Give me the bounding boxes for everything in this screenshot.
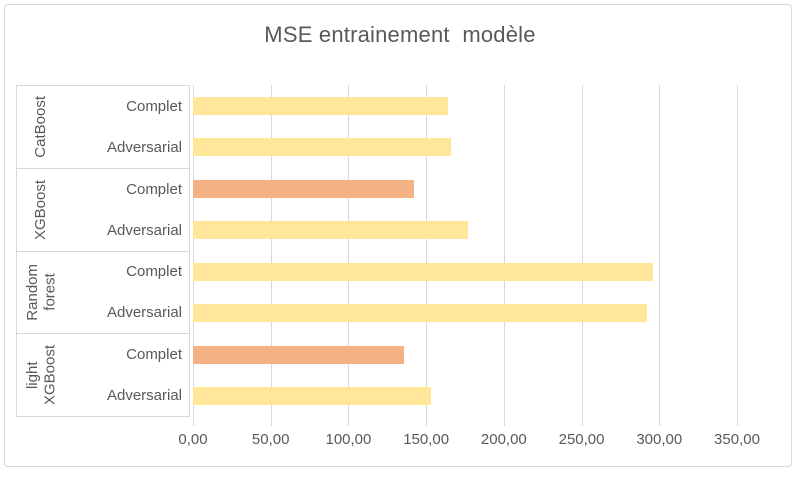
gridline	[581, 85, 583, 417]
bar	[193, 221, 469, 240]
category-label: Adversarial	[106, 387, 182, 405]
bar	[193, 179, 414, 198]
gridline	[737, 85, 738, 417]
gridline	[503, 85, 505, 417]
axis-tick	[348, 417, 350, 426]
axis-tick	[659, 417, 661, 426]
gridline	[348, 85, 350, 417]
axis-tick	[503, 417, 505, 426]
axis-tick-label: 250,00	[558, 431, 605, 448]
category-label: Complet	[126, 263, 182, 281]
bar	[193, 262, 654, 281]
bar	[193, 345, 405, 364]
category-sublabels: Complet Adversarial	[65, 334, 189, 416]
category-label: Complet	[126, 346, 182, 364]
category-group-label: Random forest	[23, 264, 58, 321]
axis-tick-label: 200,00	[480, 431, 527, 448]
chart-title: MSE entrainement modèle	[264, 22, 536, 47]
axis-tick-label: 50,00	[251, 431, 290, 448]
gridline	[270, 85, 272, 417]
axis-tick	[737, 417, 738, 426]
gridline	[659, 85, 661, 417]
bar	[193, 304, 647, 323]
category-axis: CatBoost Complet Adversarial XGBoost Complet…	[16, 85, 190, 417]
category-group-label: light XGBoost	[23, 345, 58, 406]
category-group-name-cell: CatBoost	[17, 86, 65, 168]
axis-tick-label: 150,00	[403, 431, 450, 448]
bar	[193, 138, 451, 157]
category-sublabels: Complet Adversarial	[65, 86, 189, 168]
bar	[193, 387, 431, 406]
category-group: XGBoost Complet Adversarial	[16, 167, 190, 252]
category-label: Complet	[126, 97, 182, 115]
category-group: CatBoost Complet Adversarial	[16, 85, 190, 169]
x-axis-tick-row	[193, 417, 738, 426]
axis-tick-label: 0,00	[178, 431, 208, 448]
category-label: Adversarial	[106, 221, 182, 239]
gridline	[193, 85, 194, 417]
axis-tick	[426, 417, 428, 426]
category-group: light XGBoost Complet Adversarial	[16, 333, 190, 417]
axis-tick	[270, 417, 272, 426]
x-axis-label-row: 0,00 50,00 100,00 150,00 200,00 250,00 300,00 3…	[178, 431, 760, 451]
category-group-name-cell: Random forest	[17, 252, 65, 334]
axis-tick-label: 300,00	[636, 431, 683, 448]
category-group: Random forest Complet Adversarial	[16, 250, 190, 335]
category-sublabels: Complet Adversarial	[65, 252, 189, 334]
gridline	[426, 85, 428, 417]
axis-tick-label: 350,00	[714, 431, 760, 448]
category-group-name-cell: XGBoost	[17, 169, 65, 251]
bar	[193, 96, 448, 115]
axis-tick	[581, 417, 583, 426]
category-sublabels: Complet Adversarial	[65, 169, 189, 251]
category-group-name-cell: light XGBoost	[17, 334, 65, 416]
category-group-label: XGBoost	[32, 179, 50, 240]
axis-tick-label: 100,00	[325, 431, 372, 448]
category-label: Adversarial	[106, 138, 182, 156]
plot-area	[193, 85, 738, 417]
category-group-label: CatBoost	[32, 96, 50, 158]
axis-tick	[193, 417, 194, 426]
category-label: Complet	[126, 180, 182, 198]
category-label: Adversarial	[106, 304, 182, 322]
